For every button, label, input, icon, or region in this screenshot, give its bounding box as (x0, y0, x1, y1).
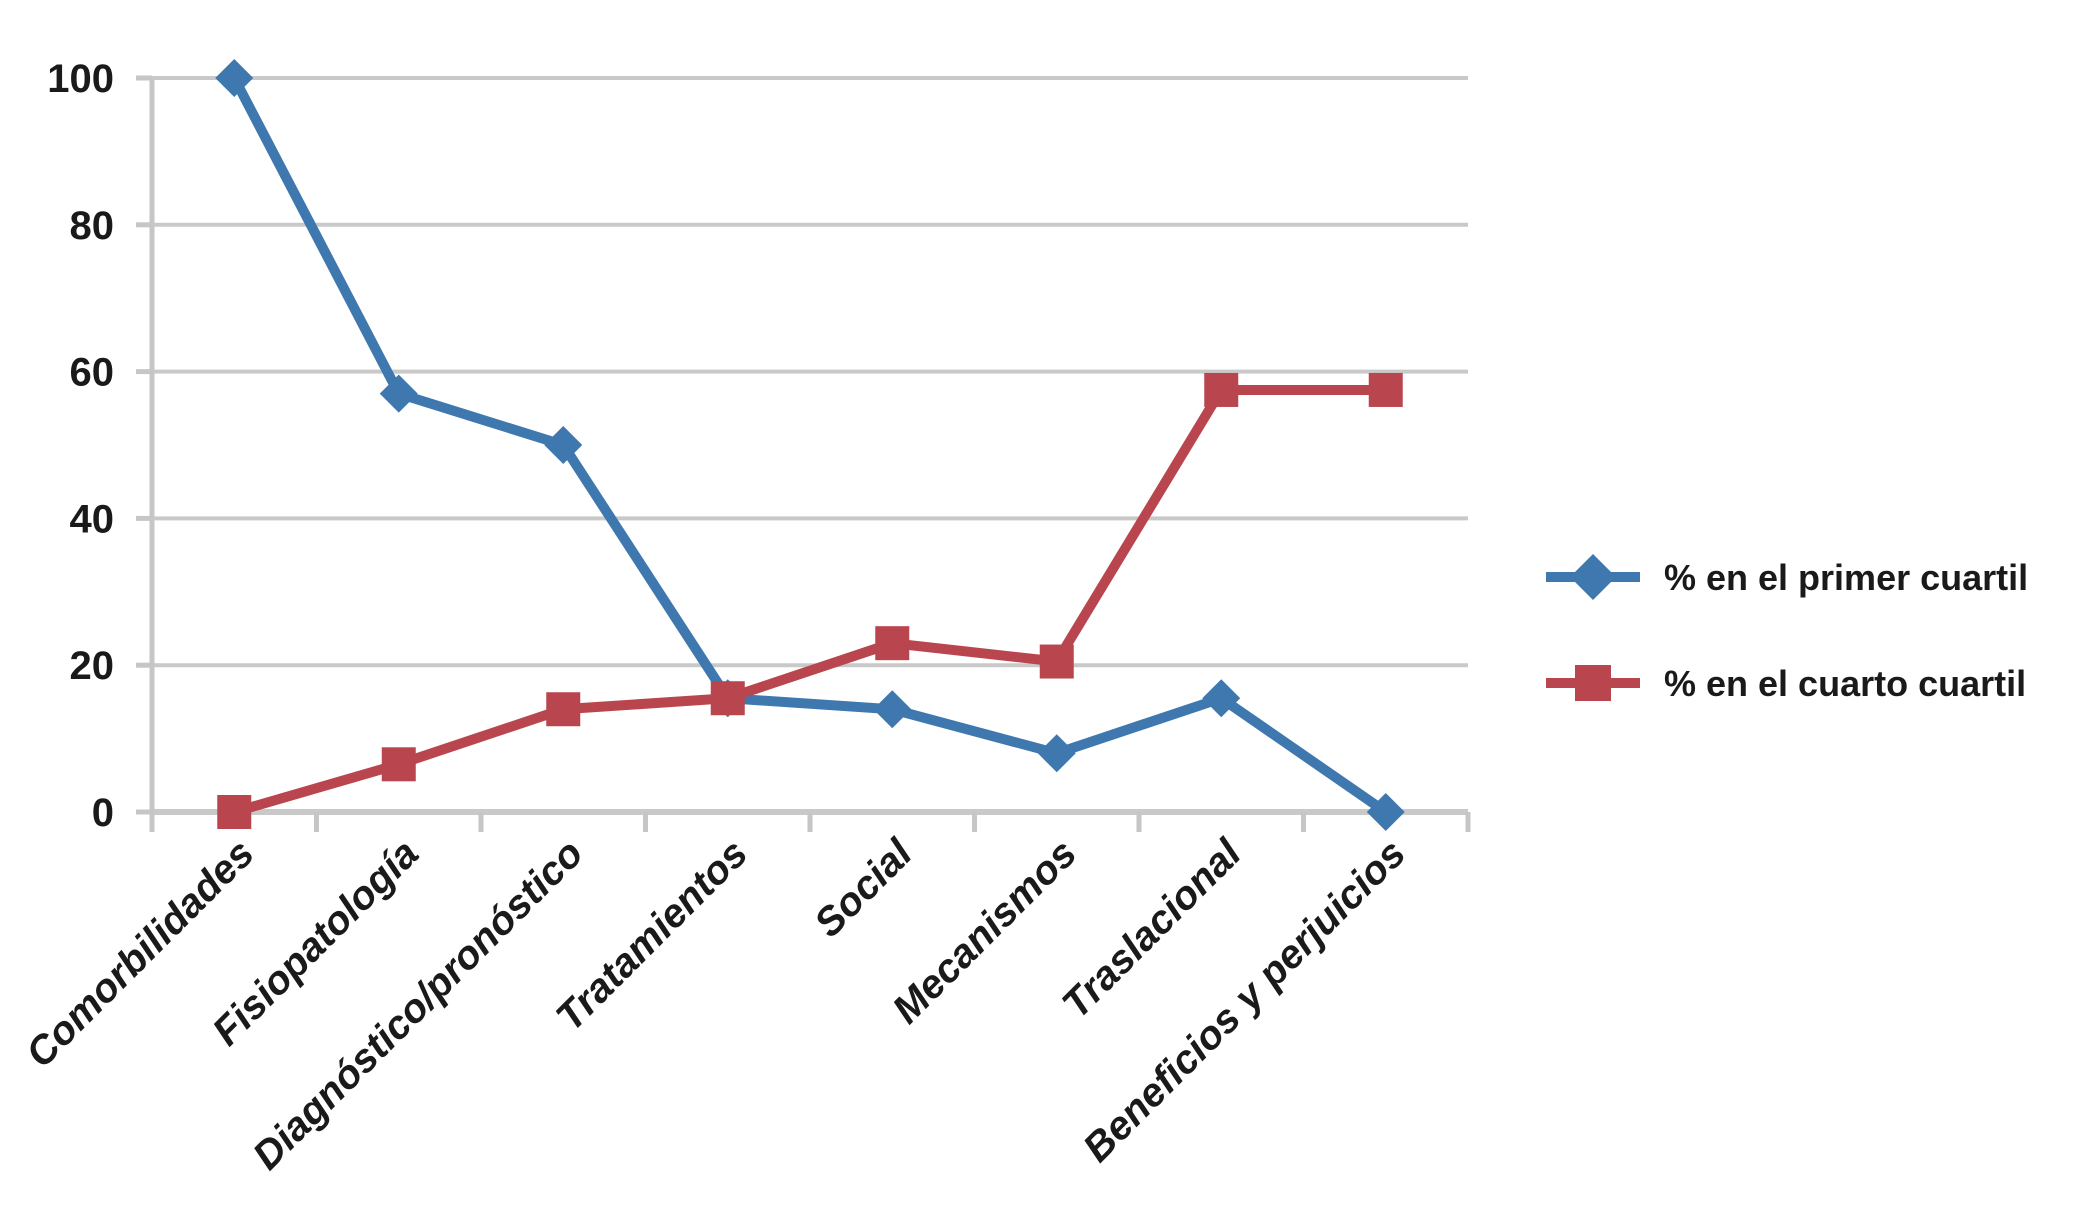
x-axis-labels: ComorbilidadesFisiopatologíaDiagnóstico/… (18, 831, 1414, 1179)
data-point-square (546, 692, 581, 727)
data-point-square (1368, 372, 1403, 407)
x-axis-category-label: Diagnóstico/pronóstico (245, 831, 592, 1178)
series-line (229, 75, 1389, 817)
y-axis-tick-label: 20 (70, 644, 115, 688)
y-gridlines (152, 76, 1468, 815)
legend-item: % en el primer cuartil (1546, 554, 2028, 600)
data-point-square (1039, 644, 1074, 679)
y-axis-tick-label: 60 (70, 351, 115, 395)
legend-label: % en el primer cuartil (1664, 557, 2028, 598)
data-point-square (1204, 372, 1239, 407)
data-point-square (875, 626, 910, 661)
y-axis-labels: 0 20 40 60 80 100 (47, 57, 114, 835)
data-point-square (381, 747, 416, 782)
series-group (215, 59, 1405, 831)
axes (136, 75, 1471, 832)
y-axis-tick-label: 40 (70, 497, 115, 541)
data-point-square (710, 681, 745, 716)
y-axis-tick-label: 80 (70, 204, 115, 248)
y-axis-tick-label: 0 (92, 791, 114, 835)
data-point-diamond (1366, 793, 1405, 831)
legend: % en el primer cuartil % en el cuarto cua… (1546, 554, 2028, 704)
data-point-diamond (379, 374, 418, 413)
data-point-diamond (544, 426, 583, 464)
data-point-diamond (1202, 679, 1241, 718)
series-primer-cuartil (215, 59, 1405, 831)
legend-diamond-icon (1570, 554, 1616, 600)
data-point-diamond (873, 690, 912, 729)
legend-item: % en el cuarto cuartil (1546, 663, 2026, 704)
series-cuarto-cuartil (217, 372, 1403, 829)
legend-square-icon (1575, 665, 1611, 701)
legend-label: % en el cuarto cuartil (1664, 663, 2026, 704)
data-point-diamond (1037, 734, 1076, 773)
data-point-square (217, 795, 252, 829)
x-axis-category-label: Beneficios y perjuicios (1075, 831, 1414, 1170)
series-line (232, 384, 1386, 817)
y-axis-tick-label: 100 (47, 57, 114, 101)
data-point-diamond (215, 59, 254, 97)
x-axis-category-label: Social (806, 831, 921, 946)
